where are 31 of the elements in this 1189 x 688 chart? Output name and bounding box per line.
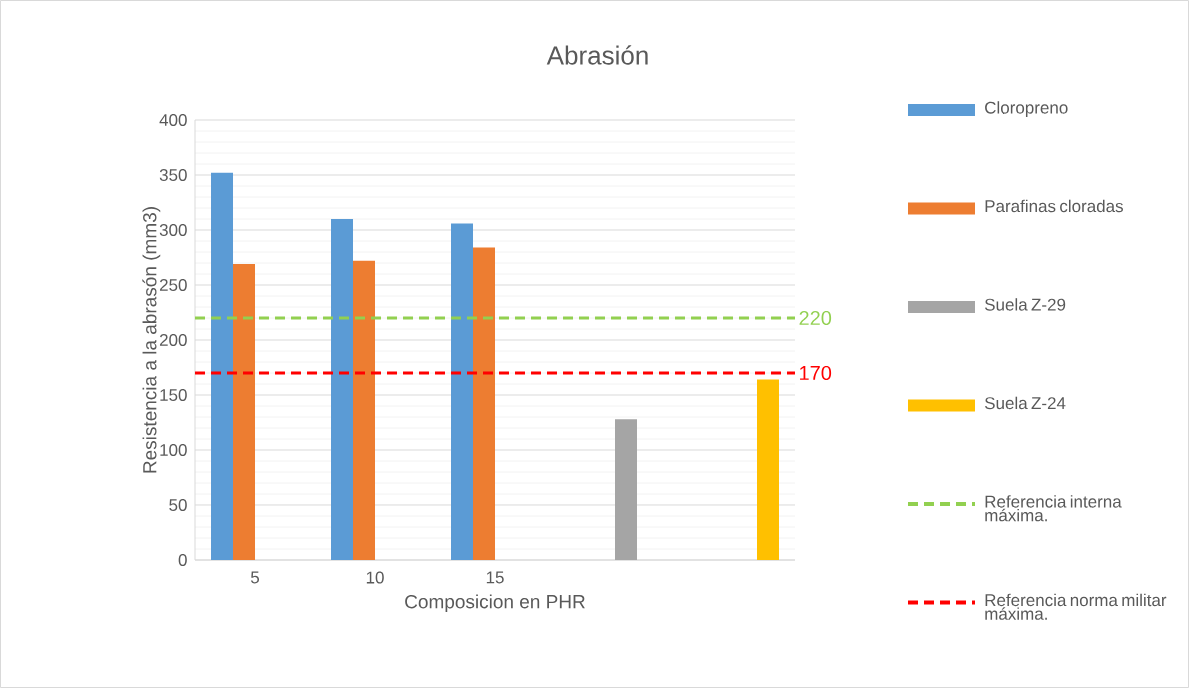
y-tick-label: 100 — [160, 443, 187, 457]
y-tick-label: 250 — [159, 278, 187, 292]
legend-label: Referencia interna máxima. — [985, 495, 1122, 522]
y-tick-label: 150 — [160, 388, 187, 402]
x-tick-label: 5 — [250, 571, 260, 584]
text: 170 — [800, 365, 832, 381]
bar — [473, 247, 496, 560]
chart-title: Abrasión — [546, 45, 648, 65]
y-axis-title: Resistencia a la abrasón (mm3) — [142, 207, 161, 473]
y-tick-label: 200 — [159, 333, 187, 347]
y-tick-label: 350 — [159, 168, 187, 182]
y-tick-label: 50 — [169, 498, 187, 512]
y-tick-label: 0 — [178, 553, 187, 567]
x-axis-title: Composicion en PHR — [405, 594, 585, 613]
text: 220 — [799, 310, 832, 326]
bar — [757, 379, 779, 560]
y-tick-label: 300 — [159, 223, 187, 237]
legend-label: Referencia norma militar máxima. — [985, 593, 1167, 620]
bar — [211, 172, 234, 560]
bar — [331, 218, 354, 560]
x-tick-label: 15 — [486, 571, 504, 584]
x-tick-label: 10 — [366, 571, 384, 584]
bar — [233, 264, 256, 560]
bar — [451, 223, 474, 560]
legend-label: Cloropreno — [985, 101, 1068, 118]
legend-label: Suela Z-24 — [984, 396, 1066, 410]
bar — [615, 419, 637, 560]
bar — [353, 260, 376, 560]
legend-label: Suela Z-29 — [984, 298, 1066, 311]
legend-label: Parafinas cloradas — [985, 199, 1123, 213]
y-tick-label: 400 — [159, 113, 187, 127]
